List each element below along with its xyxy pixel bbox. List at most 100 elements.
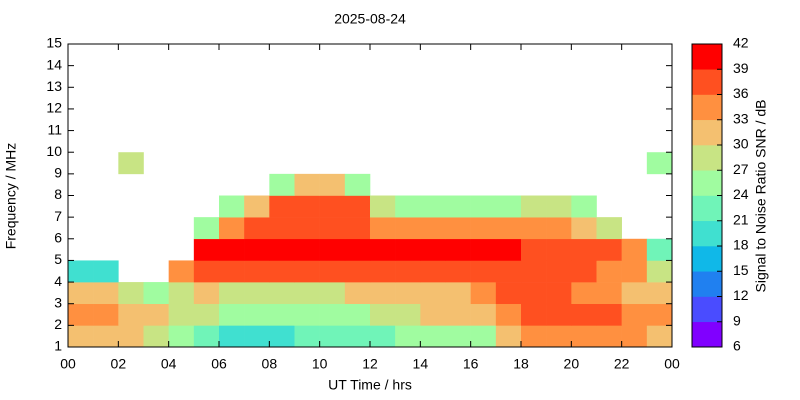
heat-cell	[596, 325, 622, 348]
heat-cell	[571, 282, 597, 305]
heat-cell	[168, 260, 195, 283]
heat-cell	[93, 303, 119, 326]
y-tick-label: 5	[54, 251, 62, 267]
y-tick-label: 14	[46, 56, 62, 72]
heat-cell	[118, 303, 144, 326]
x-tick-label: 04	[161, 356, 177, 372]
heat-cell	[370, 238, 396, 261]
heat-cell	[571, 217, 597, 240]
x-tick-label: 18	[513, 356, 529, 372]
heat-cell	[294, 303, 320, 326]
heat-cell	[68, 282, 94, 305]
heat-cell	[370, 303, 396, 326]
heat-cell	[193, 238, 220, 261]
heat-cell	[294, 173, 320, 196]
heat-cell	[294, 217, 320, 240]
heat-cell	[420, 195, 446, 218]
heat-cell	[395, 282, 421, 305]
heat-cell	[193, 303, 220, 326]
colorbar-band	[692, 321, 722, 348]
heat-cell	[470, 195, 497, 218]
heat-cell	[546, 282, 572, 305]
heat-cell	[370, 195, 396, 218]
heat-cell	[646, 325, 673, 348]
heat-cell	[646, 238, 673, 261]
heat-cell	[269, 238, 295, 261]
colorbar-tick-label: 21	[733, 211, 749, 227]
x-tick-label: 10	[312, 356, 328, 372]
heat-cell	[294, 195, 320, 218]
y-tick-label: 6	[54, 229, 62, 245]
colorbar-tick-label: 30	[733, 136, 749, 152]
colorbar-tick-label: 12	[733, 287, 749, 303]
y-tick-label: 15	[46, 35, 62, 51]
x-axis-label: UT Time / hrs	[328, 377, 412, 393]
heat-cell	[621, 325, 648, 348]
heat-cell	[596, 282, 622, 305]
x-tick-label: 14	[413, 356, 429, 372]
heat-cell	[546, 238, 572, 261]
heat-cell	[370, 217, 396, 240]
colorbar-tick-label: 6	[733, 338, 741, 354]
y-tick-label: 2	[54, 316, 62, 332]
y-tick-label: 7	[54, 208, 62, 224]
heat-cell	[470, 282, 497, 305]
y-tick-label: 9	[54, 165, 62, 181]
colorbar-tick-label: 42	[733, 35, 749, 51]
colorbar-tick-label: 39	[733, 60, 749, 76]
colorbar-band	[692, 94, 722, 121]
heat-cell	[143, 282, 169, 305]
x-tick-label: 06	[211, 356, 227, 372]
heat-cell	[244, 325, 270, 348]
heat-cell	[319, 325, 346, 348]
heat-cell	[219, 238, 245, 261]
colorbar-band	[692, 271, 722, 297]
colorbar-band	[692, 220, 722, 247]
y-axis-label: Frequency / MHz	[3, 143, 19, 250]
heat-cell	[143, 325, 169, 348]
heat-cell	[395, 303, 421, 326]
heat-cell	[445, 325, 471, 348]
heat-cell	[470, 303, 497, 326]
heat-cell	[646, 260, 673, 283]
heat-cell	[546, 325, 572, 348]
heat-cell	[344, 260, 371, 283]
heat-cell	[420, 303, 446, 326]
heat-cell	[596, 217, 622, 240]
y-tick-label: 12	[46, 100, 62, 116]
x-tick-label: 00	[60, 356, 76, 372]
x-tick-label: 00	[664, 356, 680, 372]
x-tick-label: 22	[614, 356, 630, 372]
heat-cell	[244, 217, 270, 240]
heat-cell	[621, 282, 648, 305]
heat-cell	[294, 260, 320, 283]
heat-cell	[370, 282, 396, 305]
colorbar-label: Signal to Noise Ratio SNR / dB	[753, 100, 769, 293]
heat-cell	[344, 238, 371, 261]
x-tick-label: 12	[362, 356, 378, 372]
heat-cell	[219, 195, 245, 218]
heat-cell	[168, 303, 195, 326]
colorbar-tick-label: 24	[733, 186, 749, 202]
heat-cell	[344, 325, 371, 348]
heat-cell	[244, 282, 270, 305]
heat-cell	[546, 303, 572, 326]
heat-cell	[294, 238, 320, 261]
heat-cell	[344, 282, 371, 305]
heat-cell	[420, 260, 446, 283]
heat-cell	[219, 325, 245, 348]
colorbar-tick-label: 18	[733, 237, 749, 253]
x-tick-label: 02	[111, 356, 127, 372]
y-tick-label: 3	[54, 294, 62, 310]
heat-cell	[319, 303, 346, 326]
colorbar-band	[692, 170, 722, 196]
heat-cell	[93, 260, 119, 283]
heat-cell	[294, 282, 320, 305]
x-tick-label: 20	[564, 356, 580, 372]
heat-cell	[319, 217, 346, 240]
heat-cell	[193, 217, 220, 240]
heat-cell	[219, 217, 245, 240]
heat-cell	[596, 303, 622, 326]
y-tick-label: 10	[46, 143, 62, 159]
